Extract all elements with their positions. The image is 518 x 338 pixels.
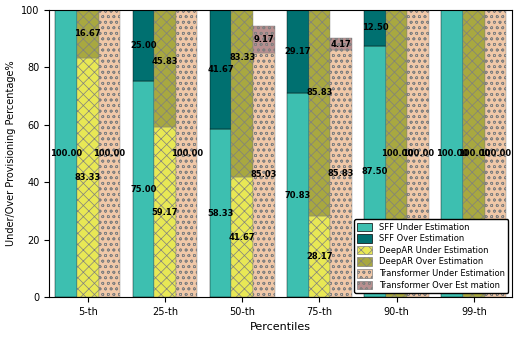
Bar bbox=[364, 46, 386, 297]
Text: 83.33: 83.33 bbox=[229, 53, 255, 62]
Bar bbox=[232, 177, 253, 297]
Text: 41.67: 41.67 bbox=[229, 233, 255, 242]
Bar bbox=[364, 9, 386, 46]
Bar bbox=[485, 9, 506, 297]
Bar bbox=[55, 9, 77, 297]
Text: 12.50: 12.50 bbox=[362, 23, 388, 32]
Text: 9.17: 9.17 bbox=[253, 35, 274, 44]
Text: 29.17: 29.17 bbox=[284, 47, 311, 56]
Text: 100.00: 100.00 bbox=[436, 149, 468, 158]
Text: 100.00: 100.00 bbox=[93, 149, 125, 158]
Bar bbox=[386, 9, 408, 297]
Bar bbox=[210, 9, 232, 129]
Text: 28.17: 28.17 bbox=[306, 252, 333, 261]
Text: 85.03: 85.03 bbox=[251, 170, 277, 179]
Bar bbox=[133, 9, 154, 81]
Text: 75.00: 75.00 bbox=[130, 185, 156, 194]
Bar bbox=[232, 0, 253, 177]
Text: 100.00: 100.00 bbox=[170, 149, 203, 158]
Bar bbox=[287, 9, 309, 93]
Bar bbox=[463, 9, 485, 297]
Text: 41.67: 41.67 bbox=[207, 65, 234, 74]
Bar bbox=[441, 9, 463, 297]
Bar bbox=[330, 50, 352, 297]
Text: 100.00: 100.00 bbox=[479, 149, 511, 158]
X-axis label: Percentiles: Percentiles bbox=[250, 322, 311, 333]
Bar bbox=[287, 93, 309, 297]
Text: 0.00: 0.00 bbox=[99, 0, 120, 8]
Text: 0.00: 0.00 bbox=[442, 0, 463, 8]
Text: 100.00: 100.00 bbox=[50, 149, 82, 158]
Text: 25.00: 25.00 bbox=[130, 41, 156, 50]
Bar bbox=[133, 81, 154, 297]
Bar bbox=[98, 9, 120, 297]
Bar bbox=[253, 26, 275, 53]
Text: 45.83: 45.83 bbox=[152, 56, 178, 66]
Text: 85.83: 85.83 bbox=[306, 88, 333, 97]
Text: 0.00: 0.00 bbox=[177, 0, 197, 8]
Text: 70.83: 70.83 bbox=[285, 191, 311, 200]
Text: 0.05: 0.05 bbox=[408, 0, 428, 8]
Text: 4.17: 4.17 bbox=[330, 40, 351, 49]
Bar bbox=[309, 0, 330, 216]
Text: 59.17: 59.17 bbox=[152, 208, 178, 217]
Text: 100.00: 100.00 bbox=[402, 149, 434, 158]
Text: 0.00: 0.00 bbox=[485, 0, 506, 8]
Bar bbox=[154, 127, 176, 297]
Bar bbox=[77, 57, 98, 297]
Text: 85.83: 85.83 bbox=[328, 169, 354, 178]
Y-axis label: Under/Over Provisioning Percentage%: Under/Over Provisioning Percentage% bbox=[6, 61, 16, 246]
Text: 100.00: 100.00 bbox=[381, 149, 413, 158]
Bar bbox=[77, 9, 98, 57]
Text: 87.50: 87.50 bbox=[362, 167, 388, 176]
Bar bbox=[309, 216, 330, 297]
Bar bbox=[210, 129, 232, 297]
Bar bbox=[176, 9, 197, 297]
Legend: SFF Under Estimation, SFF Over Estimation, DeepAR Under Estimation, DeepAR Over : SFF Under Estimation, SFF Over Estimatio… bbox=[354, 219, 508, 293]
Text: 16.67: 16.67 bbox=[75, 29, 101, 38]
Bar bbox=[253, 53, 275, 297]
Text: 0.00: 0.00 bbox=[56, 0, 77, 8]
Text: 58.33: 58.33 bbox=[207, 209, 234, 218]
Bar bbox=[408, 9, 429, 297]
Bar bbox=[154, 0, 176, 127]
Text: 83.33: 83.33 bbox=[75, 173, 101, 182]
Text: 100.00: 100.00 bbox=[458, 149, 490, 158]
Bar bbox=[330, 38, 352, 50]
